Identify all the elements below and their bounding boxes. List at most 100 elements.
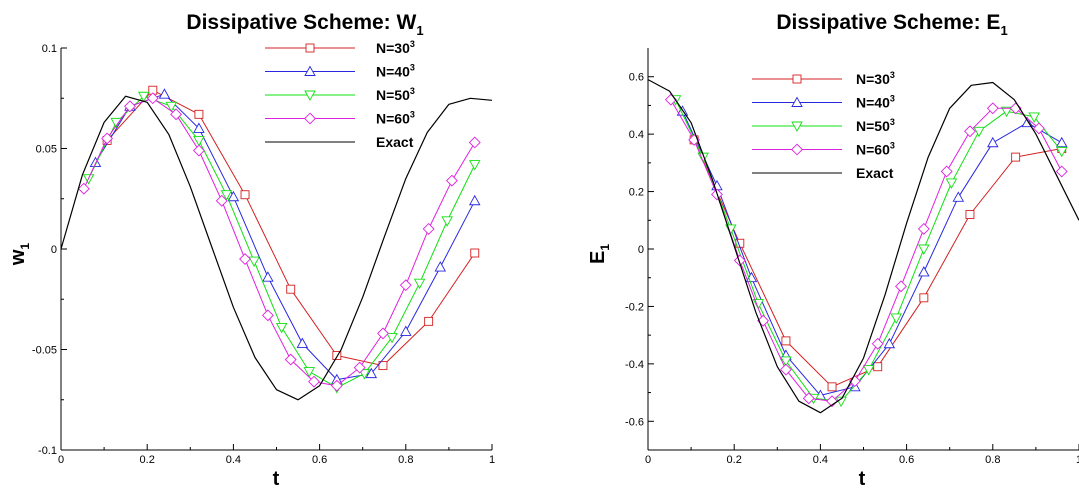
x-tick-label: 0.4 bbox=[226, 454, 241, 466]
data-point bbox=[137, 91, 150, 103]
series-line-n-40 bbox=[95, 93, 476, 381]
legend-item: N=603 bbox=[752, 141, 895, 158]
series-line-exact bbox=[61, 95, 492, 401]
legend-label: N=303 bbox=[376, 39, 415, 56]
legend-marker bbox=[304, 112, 316, 125]
y-tick-label: 0.05 bbox=[36, 144, 57, 156]
legend: N=303 N=403 N=503 N=603 Exact bbox=[265, 39, 415, 150]
data-point bbox=[332, 351, 342, 360]
data-point bbox=[468, 136, 481, 149]
data-point bbox=[89, 156, 102, 168]
data-point bbox=[378, 361, 388, 371]
y-axis-label: E1 bbox=[587, 244, 612, 264]
data-point bbox=[424, 316, 434, 326]
data-point bbox=[945, 178, 958, 189]
data-point bbox=[826, 395, 838, 408]
data-point bbox=[848, 375, 861, 388]
y-tick-label: 0.2 bbox=[629, 187, 644, 199]
y-axis-label: w1 bbox=[7, 243, 32, 267]
y-tick-label: 0.1 bbox=[42, 43, 57, 55]
data-point bbox=[895, 280, 907, 293]
data-point bbox=[733, 254, 746, 267]
data-point bbox=[781, 336, 791, 346]
data-point bbox=[261, 309, 274, 322]
data-point bbox=[468, 194, 481, 206]
data-point bbox=[802, 392, 815, 405]
data-point bbox=[227, 190, 240, 202]
data-point bbox=[835, 396, 847, 408]
data-point bbox=[358, 369, 371, 380]
series-n-50 bbox=[82, 91, 481, 394]
data-point bbox=[965, 210, 975, 219]
series-exact bbox=[61, 95, 492, 401]
series-line-n-30 bbox=[106, 89, 476, 367]
data-point bbox=[275, 322, 288, 334]
legend: N=303 N=403 N=503 N=603 Exact bbox=[752, 70, 895, 181]
data-point bbox=[377, 327, 389, 340]
data-point bbox=[158, 88, 171, 99]
y-tick-label: -0.2 bbox=[625, 301, 644, 313]
series-n-30 bbox=[102, 85, 480, 371]
data-point bbox=[468, 160, 481, 171]
data-point bbox=[286, 284, 296, 294]
data-point bbox=[1055, 165, 1068, 178]
x-axis-label: t bbox=[859, 468, 866, 490]
data-point bbox=[101, 132, 114, 145]
legend-label: N=303 bbox=[856, 70, 895, 87]
data-point bbox=[1055, 136, 1068, 148]
legend-marker bbox=[791, 143, 803, 156]
chart-w1: Dissipative Scheme: W1 0 0.2 0.4 0.6 0.8 1 -0.… bbox=[7, 11, 495, 490]
data-point bbox=[284, 353, 297, 366]
legend-label: N=403 bbox=[856, 94, 895, 111]
data-point bbox=[353, 361, 366, 374]
legend-item: N=403 bbox=[265, 63, 415, 80]
series-n-60 bbox=[77, 92, 481, 392]
x-tick-label: 1 bbox=[489, 454, 495, 466]
data-point bbox=[1011, 152, 1021, 162]
data-point bbox=[757, 314, 770, 327]
data-point bbox=[413, 278, 426, 290]
data-point bbox=[1032, 122, 1045, 135]
x-tick-label: 0.2 bbox=[727, 454, 742, 466]
data-point bbox=[441, 216, 453, 227]
data-point bbox=[386, 332, 398, 344]
data-point bbox=[308, 375, 320, 388]
y-tick-label: -0.4 bbox=[625, 359, 644, 371]
data-point bbox=[917, 222, 930, 235]
data-point bbox=[1055, 146, 1068, 158]
data-point bbox=[1000, 106, 1013, 118]
legend-marker bbox=[791, 121, 803, 132]
data-point bbox=[303, 367, 316, 378]
legend-label: N=503 bbox=[376, 86, 415, 103]
data-point bbox=[883, 337, 896, 349]
data-point bbox=[952, 191, 965, 202]
legend-item: N=403 bbox=[752, 94, 895, 111]
legend-item: N=503 bbox=[265, 86, 415, 103]
data-point bbox=[365, 367, 378, 379]
y-tick-label: -0.6 bbox=[625, 416, 644, 428]
x-tick-label: 0.6 bbox=[899, 454, 914, 466]
series-line-n-50 bbox=[88, 95, 476, 389]
x-tick-label: 0.2 bbox=[140, 454, 155, 466]
data-point bbox=[890, 313, 903, 324]
series-n-40 bbox=[89, 88, 481, 385]
data-point bbox=[248, 256, 260, 267]
data-point bbox=[987, 136, 999, 148]
data-point bbox=[470, 248, 480, 258]
y-tick-label: 0 bbox=[51, 244, 57, 256]
legend-marker bbox=[304, 90, 316, 101]
x-tick-label: 0.4 bbox=[813, 454, 828, 466]
legend-label: Exact bbox=[856, 165, 894, 181]
series-exact bbox=[648, 79, 1079, 414]
data-point bbox=[873, 362, 883, 372]
data-point bbox=[434, 261, 447, 272]
x-tick-label: 0 bbox=[58, 454, 64, 466]
data-point bbox=[192, 144, 205, 157]
chart-title: Dissipative Scheme: W1 bbox=[186, 11, 423, 38]
series-line-n-60 bbox=[83, 97, 476, 387]
legend-label: Exact bbox=[376, 134, 414, 150]
data-point bbox=[940, 165, 953, 178]
x-tick-label: 0.8 bbox=[398, 454, 413, 466]
x-tick-label: 0 bbox=[645, 454, 651, 466]
legend-label: N=503 bbox=[856, 117, 895, 134]
